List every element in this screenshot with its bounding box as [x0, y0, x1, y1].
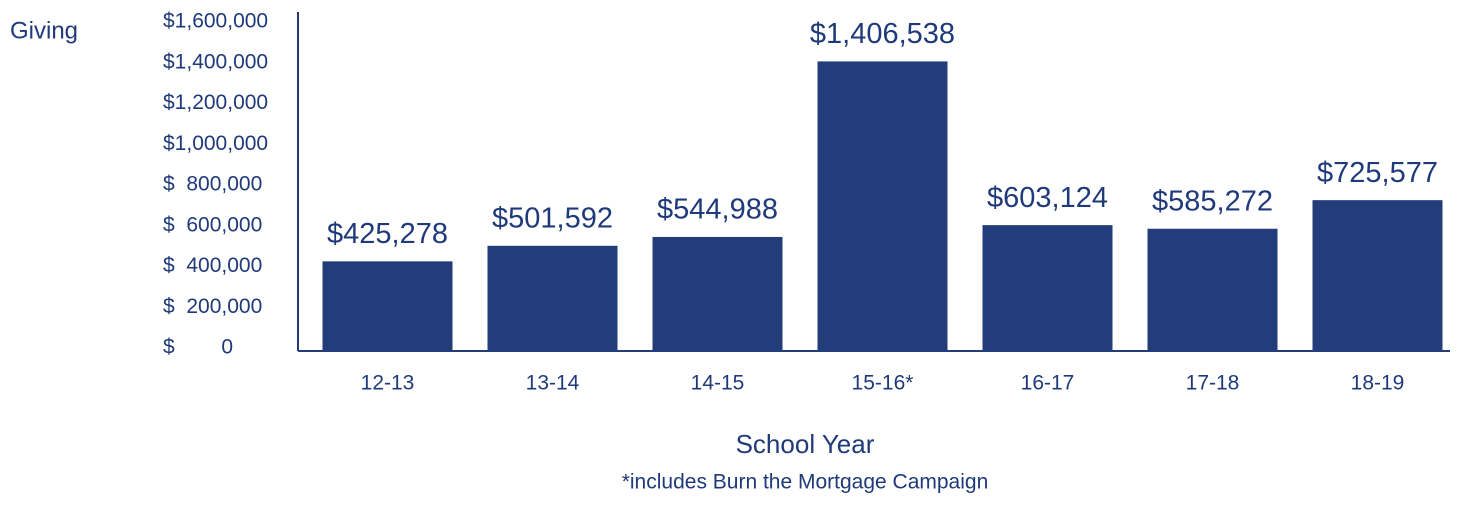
data-label: $1,406,538 [810, 18, 955, 50]
annotation: *includes Burn the Mortgage Campaign [622, 471, 989, 494]
data-label: $501,592 [492, 202, 613, 234]
bar [487, 245, 618, 351]
y-tick-label: $1,000,000 [163, 132, 268, 155]
y-tick-label: $1,600,000 [163, 10, 268, 33]
bar [817, 61, 948, 352]
x-tick-label: 14-15 [691, 372, 745, 395]
x-tick-label: 15-16* [852, 372, 914, 395]
y-tick-label: $1,400,000 [163, 50, 268, 73]
x-tick-label: 12-13 [361, 372, 415, 395]
x-tick-label: 13-14 [526, 372, 580, 395]
y-tick-label: $ 400,000 [163, 254, 262, 277]
y-axis-label: Giving [10, 17, 78, 44]
bar [1312, 200, 1443, 351]
bar [982, 225, 1113, 351]
y-tick-label: $1,200,000 [163, 91, 268, 114]
x-tick-label: 17-18 [1186, 372, 1240, 395]
x-tick-label: 18-19 [1351, 372, 1405, 395]
bar [1147, 228, 1278, 351]
bar [652, 236, 783, 351]
y-tick-label: $ 200,000 [163, 295, 262, 318]
x-axis-label: School Year [736, 429, 875, 459]
data-label: $585,272 [1152, 185, 1273, 217]
x-tick-label: 16-17 [1021, 372, 1075, 395]
bar [322, 261, 453, 351]
y-tick-label: $ 600,000 [163, 213, 262, 236]
y-tick-label: $ 0 [163, 336, 233, 359]
y-tick-label: $ 800,000 [163, 173, 262, 196]
data-label: $425,278 [327, 218, 448, 250]
data-label: $603,124 [987, 182, 1108, 214]
data-label: $544,988 [657, 194, 778, 226]
data-label: $725,577 [1317, 157, 1438, 189]
